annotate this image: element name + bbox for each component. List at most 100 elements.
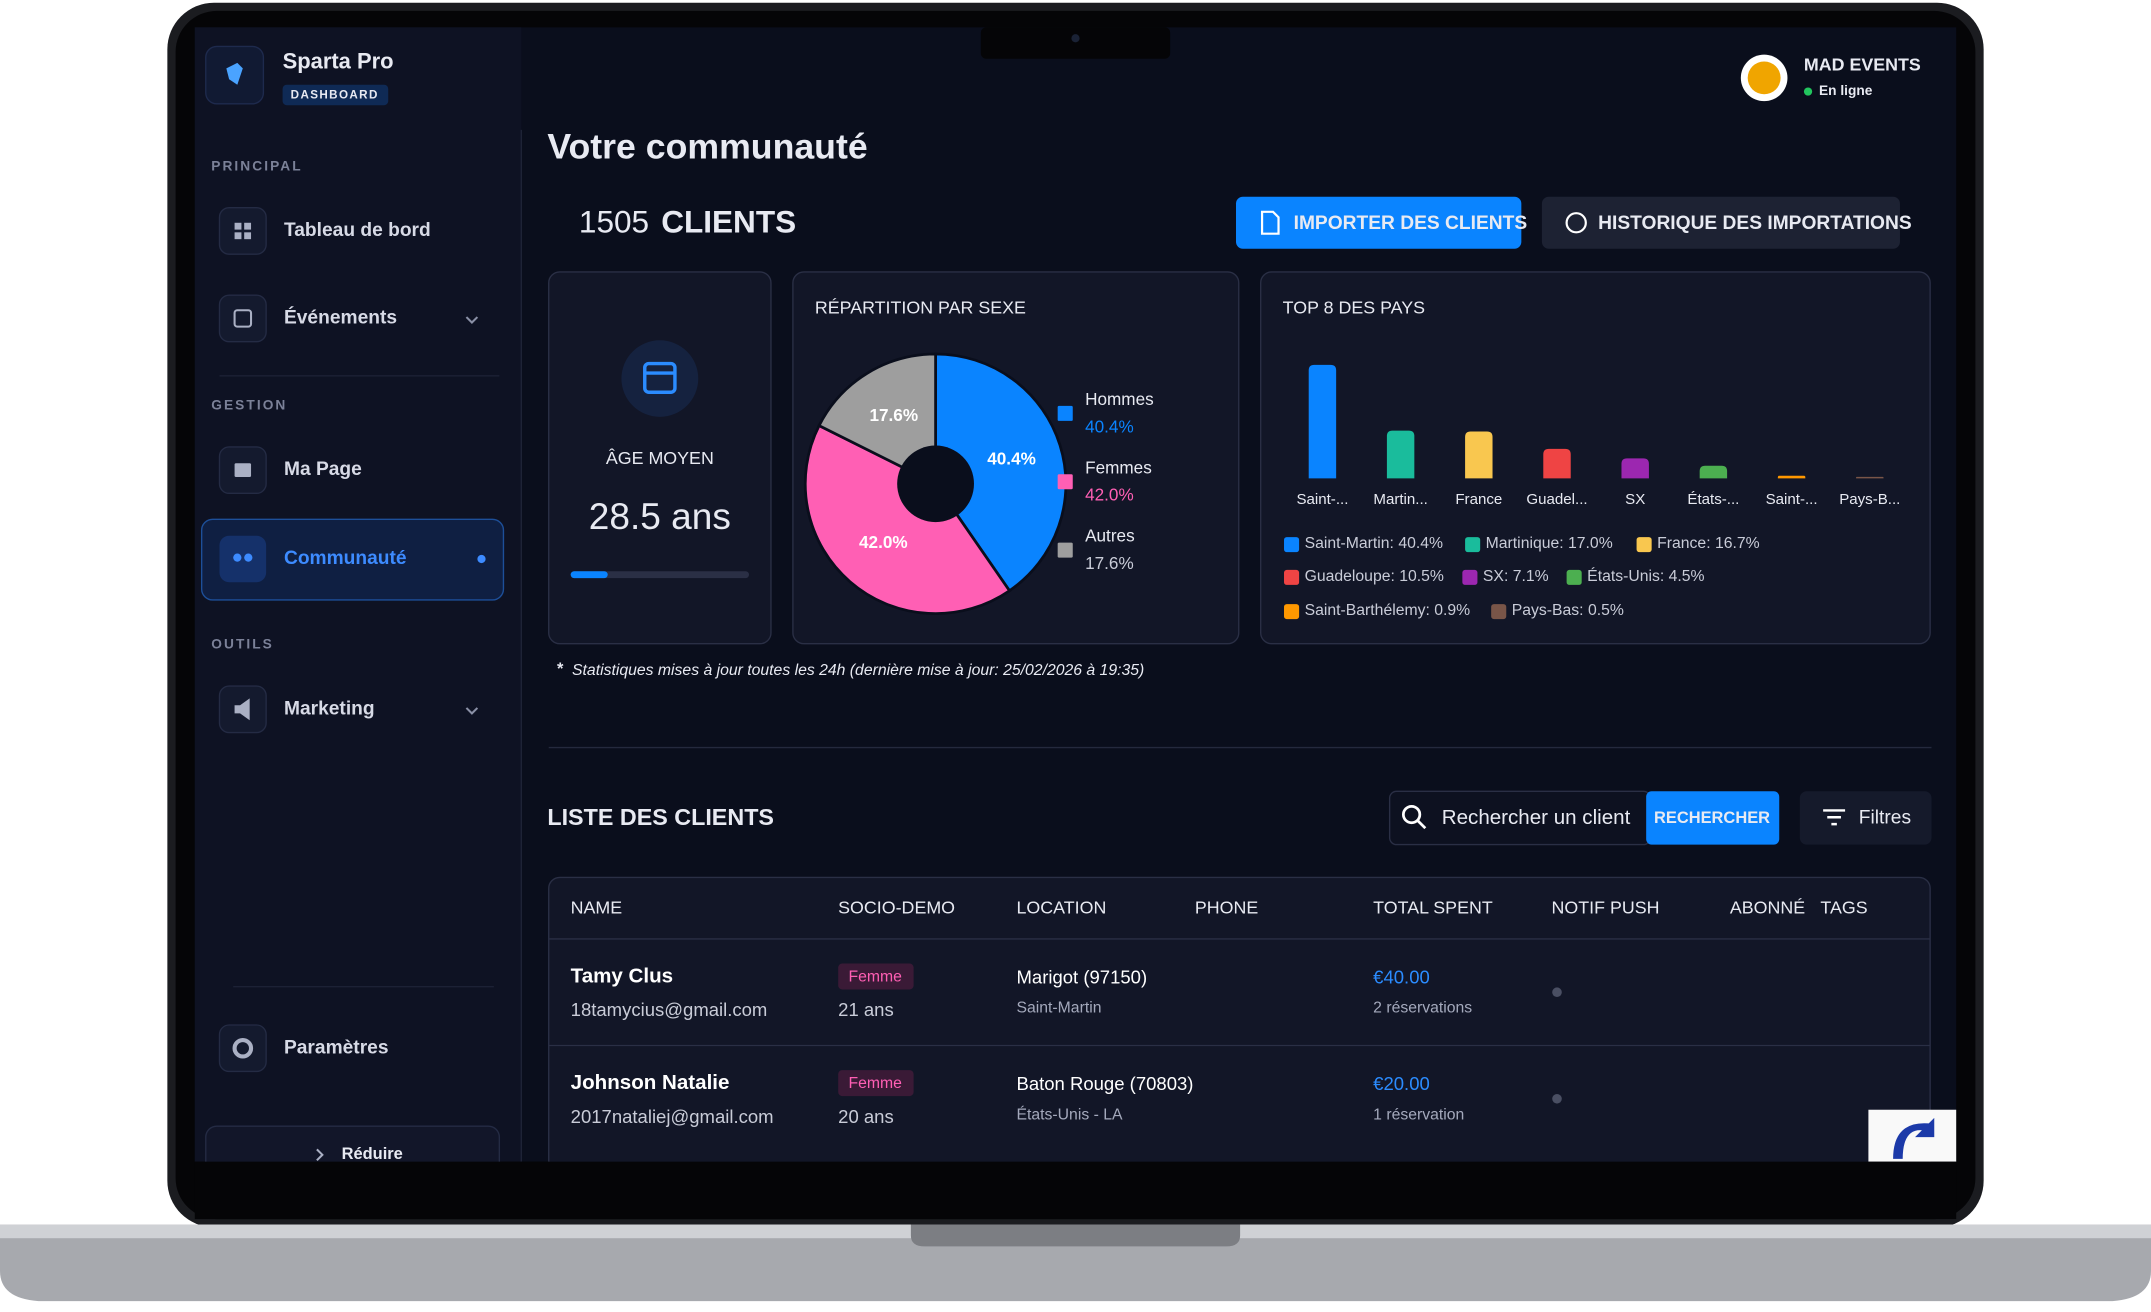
legend-swatch <box>1462 569 1478 585</box>
brand-badge: DASHBOARD <box>291 89 379 102</box>
legend-swatch <box>1057 474 1073 490</box>
x-tick-label: États-... <box>1687 491 1739 508</box>
button-label: HISTORIQUE DES IMPORTATIONS <box>1598 213 1912 234</box>
nav-item[interactable]: Marketing <box>218 685 479 734</box>
legend-value: 40.4% <box>1085 417 1134 436</box>
pie-slice <box>803 423 1012 615</box>
button-bg <box>1541 196 1900 249</box>
nav-icon <box>219 535 267 583</box>
legend-label: Autres <box>1085 527 1135 546</box>
x-tick-label: Pays-B... <box>1839 491 1900 508</box>
account-status: En ligne <box>1819 83 1873 98</box>
nav-item[interactable]: Événements <box>218 294 479 343</box>
client-email: 2017nataliej@gmail.com <box>571 1106 774 1127</box>
age-progress-track <box>570 571 750 579</box>
bar <box>1621 458 1649 479</box>
age-icon-bg <box>621 340 699 417</box>
bar <box>1543 448 1571 479</box>
slice-label: 40.4% <box>987 450 1036 469</box>
bar <box>1308 364 1337 479</box>
pie-slice <box>817 352 937 487</box>
nav-item-active[interactable]: Communauté <box>200 518 505 601</box>
client-age: 20 ans <box>838 1106 894 1127</box>
legend-label: Guadeloupe: 10.5% <box>1305 568 1444 585</box>
x-tick-label: Saint-... <box>1296 491 1348 508</box>
icon-part <box>234 222 242 230</box>
column-header: NAME <box>571 898 623 918</box>
footnote: Statistiques mises à jour toutes les 24h… <box>572 662 1144 679</box>
pie-chart: 40.4% Hommes 40.4% 42.0% Femmes 42.0% 17.6% Aut… <box>803 352 1154 615</box>
gender-tag: Femme <box>849 968 903 985</box>
search-icon-part <box>1416 819 1427 830</box>
button-icon <box>1565 212 1587 234</box>
icon-part <box>232 1037 254 1059</box>
legend-value: 42.0% <box>1085 486 1134 505</box>
age-card <box>548 271 772 645</box>
history-button[interactable]: HISTORIQUE DES IMPORTATIONS <box>1541 196 1912 249</box>
filter-icon <box>1823 809 1846 826</box>
icon-part <box>244 553 253 562</box>
client-location: Marigot (97150) <box>1017 966 1148 987</box>
client-email: 18tamycius@gmail.com <box>571 999 768 1020</box>
table-body: NAME SOCIO-DEMO LOCATION PHONE TOTAL SPENT NO… <box>571 898 1868 1127</box>
nav-item[interactable]: Tableau de bord <box>218 207 431 255</box>
icon-part <box>234 463 252 477</box>
client-age: 21 ans <box>838 999 894 1020</box>
icon-part <box>244 222 252 230</box>
brand-icon <box>226 62 243 85</box>
client-name: Tamy Clus <box>571 965 673 988</box>
account-name: MAD EVENTS <box>1804 54 1921 74</box>
button-label: IMPORTER DES CLIENTS <box>1294 213 1528 234</box>
legend-label: Hommes <box>1085 390 1154 409</box>
column-header: LOCATION <box>1017 898 1107 918</box>
status-dot <box>1803 87 1813 96</box>
bar <box>1856 476 1884 479</box>
gender-tag: Femme <box>849 1075 903 1092</box>
legend-value: 17.6% <box>1085 554 1134 573</box>
nav-icon <box>218 294 267 343</box>
slice-label: 42.0% <box>859 533 908 552</box>
x-tick-label: France <box>1455 491 1502 508</box>
collapse-label: Réduire <box>342 1145 403 1163</box>
button-bg <box>1236 196 1522 249</box>
slice-label: 17.6% <box>869 406 918 425</box>
notif-push-indicator <box>1552 1094 1562 1104</box>
filters-button[interactable]: Filtres <box>1799 791 1932 845</box>
camera <box>1071 34 1080 43</box>
table-row[interactable]: Tamy Clus 18tamycius@gmail.com Femme 21 ans… <box>571 963 1562 1021</box>
age-progress-fill <box>570 571 608 579</box>
column-header: PHONE <box>1195 898 1259 918</box>
x-tick-label: Martin... <box>1373 491 1427 508</box>
nav-label: Paramètres <box>284 1037 389 1058</box>
search-box[interactable]: Rechercher un client <box>1388 790 1651 846</box>
legend-swatch <box>1465 537 1481 553</box>
list-title: LISTE DES CLIENTS <box>547 804 774 830</box>
nav-item[interactable]: Paramètres <box>218 1024 389 1073</box>
table-row[interactable]: Johnson Natalie 2017nataliej@gmail.com Fem… <box>571 1070 1562 1127</box>
reservations: 1 réservation <box>1373 1106 1464 1123</box>
legend-label: Pays-Bas: 0.5% <box>1512 602 1624 619</box>
nav-icon <box>218 207 267 255</box>
pie-slice <box>934 352 1068 593</box>
total-spent: €20.00 <box>1373 1073 1430 1094</box>
icon-part <box>234 232 242 240</box>
search-button[interactable]: RECHERCHER <box>1646 791 1780 845</box>
nav-label: Événements <box>284 307 397 329</box>
nav-section: OUTILS <box>211 637 274 652</box>
reservations: 2 réservations <box>1373 1000 1472 1017</box>
nav-item[interactable]: Ma Page <box>218 446 362 495</box>
import-button[interactable]: IMPORTER DES CLIENTS <box>1236 196 1528 249</box>
column-header: ABONNÉ <box>1730 898 1805 918</box>
active-dot <box>477 554 486 564</box>
total-spent: €40.00 <box>1373 966 1430 987</box>
countries-card <box>1260 271 1931 645</box>
clients-table <box>548 876 1931 1172</box>
recaptcha-icon <box>1893 1117 1935 1159</box>
recaptcha-badge[interactable] <box>1868 1109 1957 1162</box>
footnote-marker: * <box>557 660 564 678</box>
client-location: Baton Rouge (70803) <box>1017 1073 1194 1094</box>
avatar-logo <box>1747 61 1781 95</box>
legend-label: Saint-Martin: 40.4% <box>1305 535 1443 552</box>
client-name: Johnson Natalie <box>571 1071 730 1094</box>
